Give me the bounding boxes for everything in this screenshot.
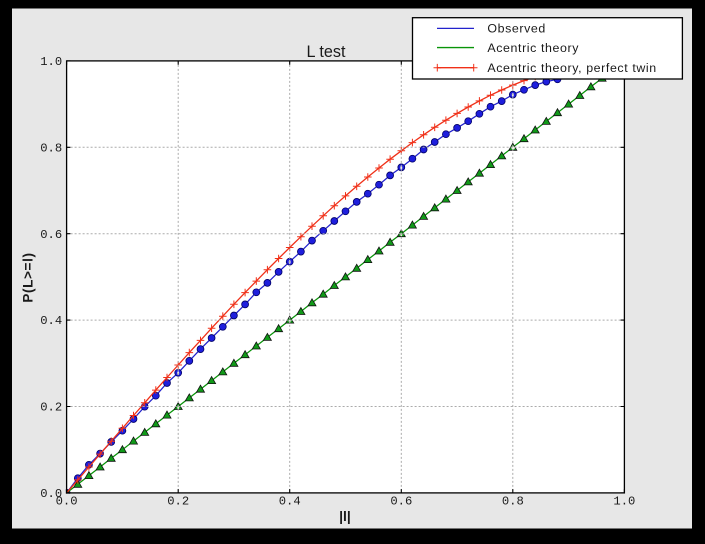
svg-text:Observed: Observed: [487, 22, 546, 36]
svg-text:1.0: 1.0: [40, 55, 62, 69]
svg-text:0.2: 0.2: [40, 401, 62, 415]
svg-text:0.8: 0.8: [502, 495, 524, 509]
svg-text:L test: L test: [307, 43, 346, 61]
svg-text:|l|: |l|: [339, 508, 351, 524]
svg-text:0.4: 0.4: [40, 314, 62, 328]
svg-text:Acentric theory: Acentric theory: [487, 41, 579, 55]
svg-text:0.0: 0.0: [40, 487, 62, 501]
svg-text:0.0: 0.0: [56, 495, 78, 509]
svg-text:Acentric theory, perfect twin: Acentric theory, perfect twin: [487, 61, 656, 75]
svg-text:P(L>=l): P(L>=l): [21, 252, 36, 302]
svg-text:0.2: 0.2: [167, 495, 189, 509]
svg-text:0.8: 0.8: [40, 141, 62, 155]
svg-text:0.6: 0.6: [40, 228, 62, 242]
svg-text:0.6: 0.6: [390, 495, 412, 509]
svg-text:0.4: 0.4: [279, 495, 301, 509]
svg-text:1.0: 1.0: [613, 495, 635, 509]
